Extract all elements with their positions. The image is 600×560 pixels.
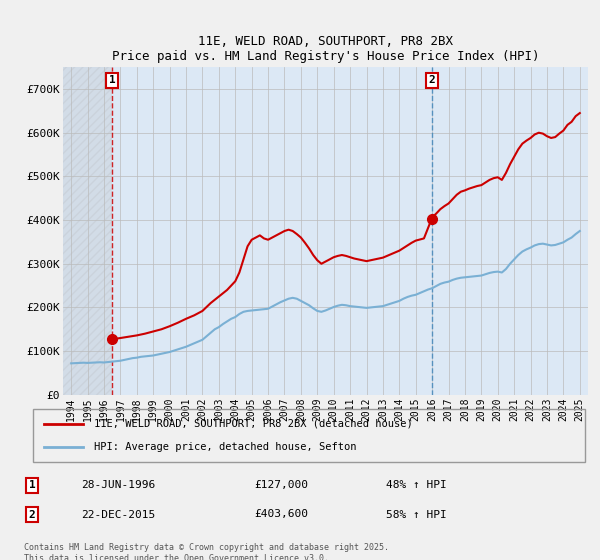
Text: HPI: Average price, detached house, Sefton: HPI: Average price, detached house, Seft… [94,442,356,452]
Text: 1: 1 [109,75,115,85]
Text: Contains HM Land Registry data © Crown copyright and database right 2025.
This d: Contains HM Land Registry data © Crown c… [23,543,389,560]
Text: 2: 2 [29,510,35,520]
Text: 22-DEC-2015: 22-DEC-2015 [81,510,155,520]
Title: 11E, WELD ROAD, SOUTHPORT, PR8 2BX
Price paid vs. HM Land Registry's House Price: 11E, WELD ROAD, SOUTHPORT, PR8 2BX Price… [112,35,539,63]
Text: £403,600: £403,600 [254,510,308,520]
Text: 2: 2 [428,75,435,85]
Text: £127,000: £127,000 [254,480,308,490]
Bar [63,67,112,395]
Text: 58% ↑ HPI: 58% ↑ HPI [386,510,447,520]
Text: 48% ↑ HPI: 48% ↑ HPI [386,480,447,490]
Text: 11E, WELD ROAD, SOUTHPORT, PR8 2BX (detached house): 11E, WELD ROAD, SOUTHPORT, PR8 2BX (deta… [94,419,412,429]
Text: 28-JUN-1996: 28-JUN-1996 [81,480,155,490]
Text: 1: 1 [29,480,35,490]
